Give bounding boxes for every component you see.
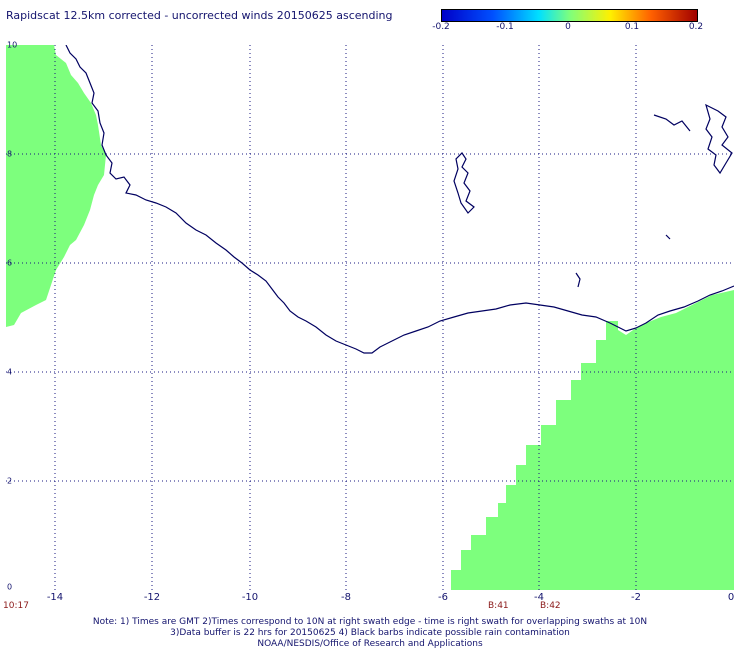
swath-time-left: 10:17 [3,601,29,611]
y-tick-label: 0 [7,582,13,592]
x-tick-label: -10 [241,592,259,603]
y-tick-label: 4 [7,367,13,377]
x-tick-label: -8 [341,592,351,603]
grid-lines [6,45,734,590]
swath-west [6,45,106,327]
colorbar-label-min: -0.2 [432,22,450,32]
x-tick-label: -4 [534,592,544,603]
x-tick-label: -12 [143,592,161,603]
x-tick-label: -6 [438,592,448,603]
colorbar-label-max: 0.2 [688,22,704,32]
colorbar-label-pos: 0.1 [624,22,640,32]
map-title: Rapidscat 12.5km corrected - uncorrected… [6,9,393,22]
footnote-line-1: Note: 1) Times are GMT 2)Times correspon… [92,617,648,627]
colorbar-label-neg: -0.1 [496,22,514,32]
wind-map [6,45,734,590]
footnote-credit: NOAA/NESDIS/Office of Research and Appli… [257,639,483,649]
footnote-line-2: 3)Data buffer is 22 hrs for 20150625 4) … [170,628,570,638]
coastline [65,45,734,354]
colorbar-label-zero: 0 [565,22,571,32]
y-tick-label: 2 [7,476,13,486]
y-tick-label: 10 [7,40,18,50]
color-scale-bar [441,9,698,22]
swath-time-mid2: B:42 [540,601,561,611]
swath-east [451,290,734,590]
x-tick-label: 0 [727,592,735,603]
swath-time-mid1: B:41 [488,601,509,611]
y-tick-label: 6 [7,258,13,268]
x-tick-label: -14 [46,592,64,603]
x-tick-label: -2 [631,592,641,603]
y-tick-label: 8 [7,149,13,159]
